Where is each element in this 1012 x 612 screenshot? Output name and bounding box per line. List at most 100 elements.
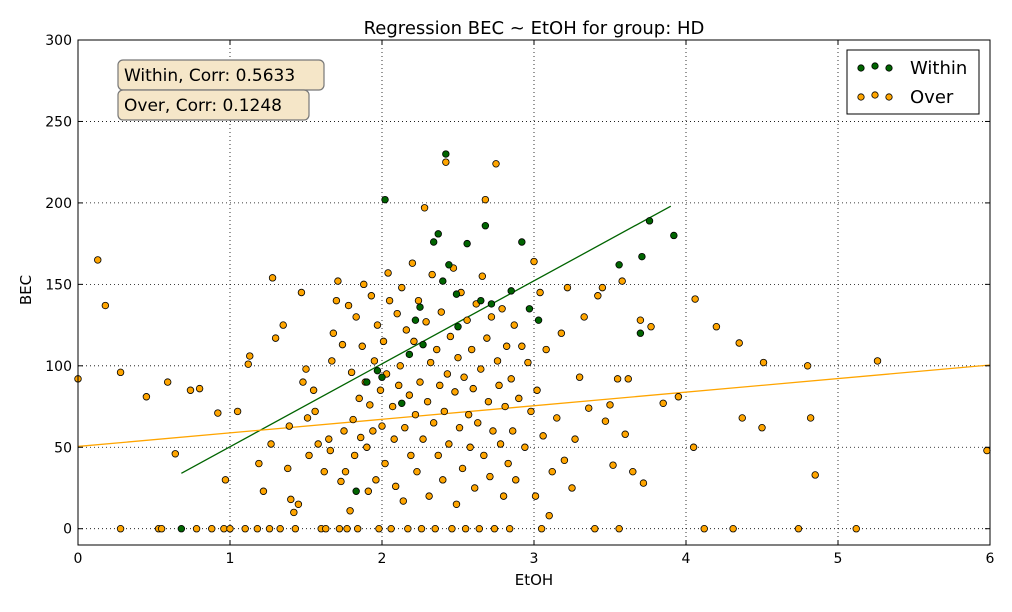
over-point [381, 459, 389, 468]
over-point [241, 525, 249, 533]
over-point [811, 471, 819, 479]
over-point [615, 525, 623, 533]
over-point [591, 525, 599, 533]
over-point [609, 461, 617, 469]
over-point [495, 381, 503, 390]
over-point [983, 446, 991, 455]
over-point [314, 440, 322, 448]
over-point [265, 525, 274, 533]
over-point [533, 386, 541, 394]
y-tick-label: 50 [54, 440, 72, 456]
over-point [621, 430, 629, 438]
within-point [416, 303, 424, 311]
legend-over-marker [857, 91, 893, 101]
over-point [391, 482, 400, 491]
regression-lines [77, 205, 991, 474]
x-tick-label: 6 [986, 551, 995, 567]
over-point [195, 384, 204, 393]
over-point [302, 365, 310, 373]
over-point [502, 342, 511, 350]
over-point [208, 525, 216, 533]
over-point [373, 321, 382, 329]
over-point [287, 495, 295, 504]
within-point [525, 305, 534, 313]
over-point [297, 288, 306, 297]
within-point [507, 287, 515, 295]
over-point [585, 404, 593, 412]
over-point [852, 525, 860, 533]
over-point [512, 476, 520, 484]
over-point [332, 296, 341, 305]
over-point [326, 446, 335, 455]
over-point [334, 277, 342, 285]
over-point [347, 368, 356, 377]
over-point [629, 467, 637, 476]
over-point [636, 316, 645, 324]
over-point [515, 394, 523, 403]
over-point [553, 414, 561, 422]
over-point [439, 476, 447, 484]
over-point [244, 360, 252, 368]
over-point [425, 492, 433, 500]
over-point [489, 427, 497, 435]
over-point [422, 318, 430, 326]
over-point [163, 378, 172, 386]
over-point [467, 345, 476, 354]
within-point [442, 150, 450, 158]
within-point [615, 261, 623, 269]
within-point [638, 252, 646, 261]
annotation-within-text: Within, Corr: 0.5633 [124, 66, 295, 86]
over-point [429, 419, 438, 427]
over-point [142, 393, 151, 401]
over-point [428, 270, 436, 279]
over-point [385, 296, 394, 305]
over-point [613, 375, 622, 383]
over-point [437, 308, 445, 316]
over-point [337, 477, 345, 486]
over-point [735, 339, 743, 347]
y-axis-label: BEC [17, 275, 35, 305]
over-point [504, 459, 512, 468]
over-point [402, 326, 411, 334]
over-point [463, 316, 471, 324]
over-point [448, 525, 456, 533]
x-tick-label: 4 [682, 551, 691, 567]
within-point [419, 340, 427, 349]
over-point [407, 451, 415, 460]
over-point [285, 422, 293, 430]
over-point [268, 274, 277, 282]
over-point [372, 476, 380, 484]
over-point [363, 443, 371, 451]
over-point [393, 309, 401, 318]
over-point [700, 525, 708, 533]
over-regression-line [77, 364, 991, 448]
over-point [405, 391, 414, 399]
over-point [255, 459, 263, 468]
over-point [341, 467, 350, 476]
over-point [414, 296, 423, 305]
over-point [398, 283, 406, 292]
over-point [758, 424, 766, 432]
over-point [712, 323, 721, 331]
over-point [454, 353, 462, 362]
legend: Within Over [846, 49, 980, 115]
over-point [542, 345, 550, 354]
over-point [411, 410, 420, 419]
over-point [498, 305, 506, 313]
over-point [233, 407, 242, 416]
over-point [346, 507, 354, 515]
within-regression-line [181, 205, 672, 474]
over-point [171, 450, 179, 458]
over-point [501, 402, 509, 411]
over-point [311, 407, 319, 416]
within-point [381, 195, 389, 204]
legend-box [846, 49, 980, 115]
within-point [534, 316, 543, 324]
over-point [303, 414, 312, 422]
over-point [221, 476, 230, 484]
over-point [536, 288, 544, 297]
over-point [390, 435, 398, 443]
within-point [373, 366, 382, 375]
over-point [94, 256, 102, 264]
over-point [601, 417, 610, 425]
